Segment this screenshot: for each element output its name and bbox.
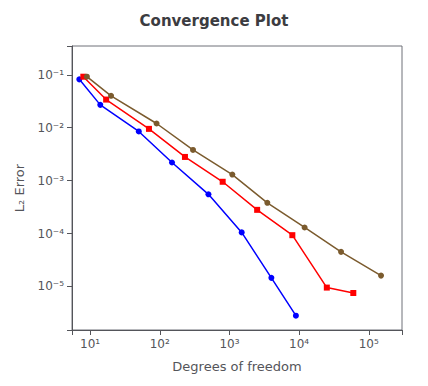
svg-text:10⁻²: 10⁻² [38,121,65,135]
svg-text:10²: 10² [150,337,170,351]
svg-text:10¹: 10¹ [80,337,100,351]
svg-text:10⁵: 10⁵ [359,337,379,351]
svg-text:10⁻¹: 10⁻¹ [38,68,65,82]
svg-text:10⁻⁴: 10⁻⁴ [38,227,65,241]
svg-text:L₂ Error: L₂ Error [12,163,27,212]
svg-text:10⁻³: 10⁻³ [38,174,65,188]
svg-text:Degrees of freedom: Degrees of freedom [172,359,301,374]
svg-text:10⁴: 10⁴ [289,337,309,351]
svg-text:10³: 10³ [219,337,239,351]
svg-text:10⁻⁵: 10⁻⁵ [38,279,65,293]
svg-text:Convergence Plot: Convergence Plot [140,12,289,30]
